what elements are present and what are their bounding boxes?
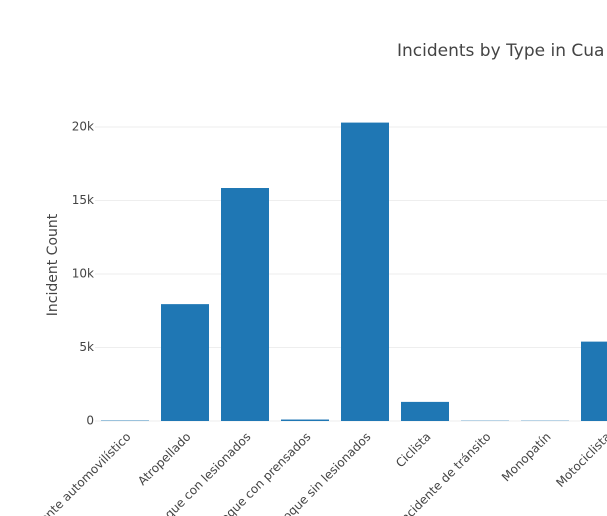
x-tick-label: Monopatín [499,430,554,485]
bar [341,122,389,421]
y-tick-label: 15k [72,193,94,207]
y-tick-label: 5k [79,340,94,354]
x-tick-label: Ciclista [393,430,434,471]
chart-title: Incidents by Type in Cua [397,41,604,61]
bar [221,188,269,421]
x-tick-label: Accidente automovilístico [15,430,134,516]
y-axis-label: Incident Count [45,213,61,316]
x-tick-label: Atropellado [135,430,193,488]
x-tick-label: Choque sin lesionados [269,430,374,516]
bar [281,419,329,421]
y-tick-label: 10k [72,267,94,281]
x-tick-label: Motociclista [553,430,607,490]
bar [401,401,449,421]
y-tick-label: 20k [72,120,94,134]
y-tick-label: 0 [86,414,94,428]
bar [581,341,607,421]
bar [161,304,209,421]
